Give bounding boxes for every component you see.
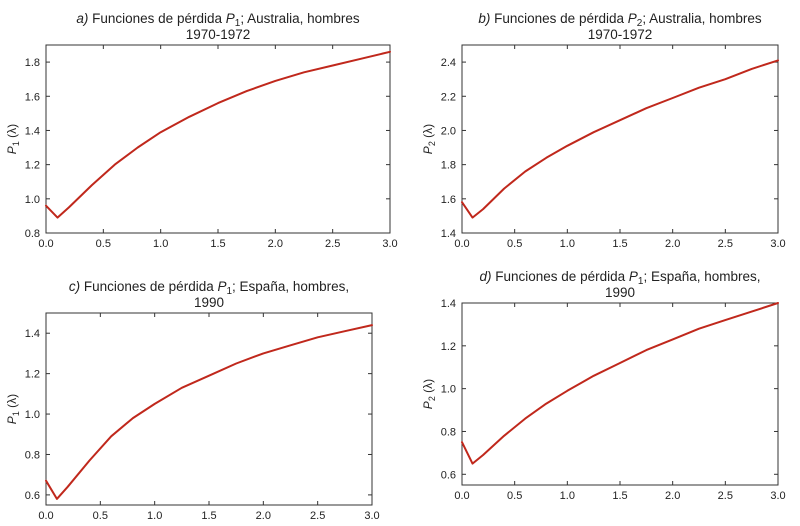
- x-tick-label: 1.0: [560, 238, 575, 250]
- chart-title: a) Funciones de pérdida P1; Australia, h…: [76, 11, 360, 29]
- x-tick-label: 2.5: [718, 238, 733, 250]
- y-tick-label: 1.4: [441, 298, 456, 310]
- x-tick-label: 0.0: [454, 238, 469, 250]
- x-tick-label: 0.5: [507, 490, 522, 502]
- y-tick-label: 1.8: [441, 160, 456, 172]
- chart-title: b) Funciones de pérdida P2; Australia, h…: [478, 11, 762, 29]
- x-tick-label: 2.0: [665, 490, 680, 502]
- x-tick-label: 1.5: [201, 510, 216, 522]
- chart-title-line-2: 1970-1972: [588, 27, 653, 42]
- x-tick-label: 1.5: [612, 490, 627, 502]
- x-tick-label: 1.0: [153, 238, 168, 250]
- loss-curve-line: [461, 302, 779, 465]
- y-tick-label: 1.6: [441, 194, 456, 206]
- y-axis-label: P2 (λ): [421, 124, 437, 154]
- y-axis-label: P1 (λ): [5, 394, 21, 424]
- y-tick-label: 0.6: [441, 469, 456, 481]
- x-tick-label: 3.0: [770, 490, 785, 502]
- y-tick-label: 1.6: [25, 91, 40, 103]
- y-tick-label: 2.2: [441, 91, 456, 103]
- y-tick-label: 1.0: [25, 409, 40, 421]
- chart-title-line-2: 1990: [605, 285, 635, 300]
- x-tick-label: 0.5: [96, 238, 111, 250]
- x-tick-label: 3.0: [770, 238, 785, 250]
- x-tick-label: 2.0: [665, 238, 680, 250]
- x-tick-label: 2.5: [325, 238, 340, 250]
- y-tick-label: 2.0: [441, 125, 456, 137]
- loss-curve-line: [45, 324, 373, 500]
- y-tick-label: 1.2: [25, 160, 40, 172]
- x-tick-label: 1.5: [210, 238, 225, 250]
- x-tick-label: 1.5: [612, 238, 627, 250]
- y-tick-label: 1.8: [25, 57, 40, 69]
- y-tick-label: 1.4: [441, 228, 456, 240]
- y-tick-label: 0.6: [25, 490, 40, 502]
- plot-frame: [45, 44, 391, 234]
- y-tick-label: 1.4: [25, 328, 40, 340]
- x-tick-label: 0.0: [38, 510, 53, 522]
- plot-frame: [45, 312, 373, 506]
- loss-curve-line: [461, 59, 779, 219]
- chart-title-line-2: 1970-1972: [186, 27, 251, 42]
- x-tick-label: 2.0: [256, 510, 271, 522]
- y-tick-label: 2.4: [441, 57, 456, 69]
- x-tick-label: 0.0: [454, 490, 469, 502]
- x-tick-label: 0.5: [507, 238, 522, 250]
- chart-panel-4: d) Funciones de pérdida P1; España, homb…: [421, 269, 786, 502]
- y-tick-label: 0.8: [25, 449, 40, 461]
- y-tick-label: 1.2: [25, 369, 40, 381]
- x-tick-label: 3.0: [364, 510, 379, 522]
- x-tick-label: 2.5: [310, 510, 325, 522]
- x-tick-label: 1.0: [560, 490, 575, 502]
- x-tick-label: 0.0: [38, 238, 53, 250]
- y-tick-label: 0.8: [25, 228, 40, 240]
- plot-frame: [461, 302, 779, 486]
- x-tick-label: 1.0: [147, 510, 162, 522]
- chart-title-line-2: 1990: [194, 295, 224, 310]
- plot-frame: [461, 44, 779, 234]
- x-tick-label: 0.5: [93, 510, 108, 522]
- chart-title: c) Funciones de pérdida P1; España, homb…: [69, 279, 349, 297]
- y-tick-label: 0.8: [441, 426, 456, 438]
- chart-panel-1: a) Funciones de pérdida P1; Australia, h…: [5, 11, 398, 250]
- y-tick-label: 1.4: [25, 125, 40, 137]
- x-tick-label: 2.0: [268, 238, 283, 250]
- chart-title: d) Funciones de pérdida P1; España, homb…: [479, 269, 760, 287]
- chart-panel-3: c) Funciones de pérdida P1; España, homb…: [5, 279, 380, 522]
- chart-panel-2: b) Funciones de pérdida P2; Australia, h…: [421, 11, 786, 250]
- y-axis-label: P1 (λ): [5, 124, 21, 154]
- y-axis-label: P2 (λ): [421, 379, 437, 409]
- x-tick-label: 2.5: [718, 490, 733, 502]
- y-tick-label: 1.0: [25, 194, 40, 206]
- y-tick-label: 1.2: [441, 341, 456, 353]
- y-tick-label: 1.0: [441, 384, 456, 396]
- loss-curve-line: [45, 50, 391, 219]
- x-tick-label: 3.0: [382, 238, 397, 250]
